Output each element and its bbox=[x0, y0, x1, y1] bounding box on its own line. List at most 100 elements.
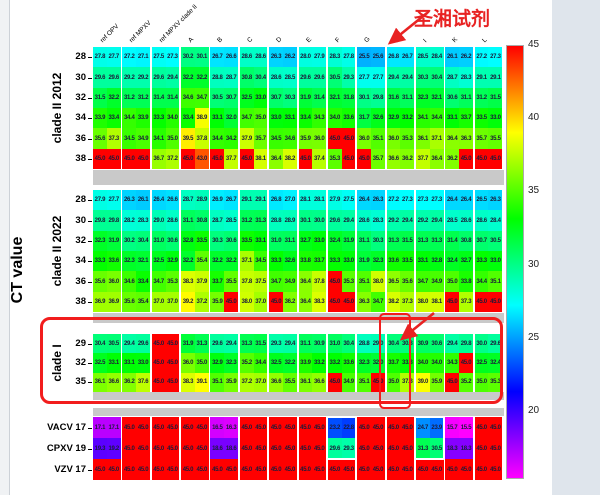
heatmap-cell: 32.4 bbox=[327, 230, 342, 252]
heatmap-cell: 30.5 bbox=[210, 87, 225, 109]
heatmap-cell: 33.1 bbox=[122, 353, 137, 373]
heatmap-cell: 45.0 bbox=[106, 148, 121, 170]
heatmap-cell: 28.8 bbox=[269, 210, 283, 231]
heatmap-cell: 29.6 bbox=[327, 438, 342, 459]
heatmap-cell: 36.4 bbox=[445, 128, 460, 149]
heatmap-cell: 30.1 bbox=[357, 87, 372, 109]
heatmap-cell: 26.1 bbox=[445, 47, 460, 68]
heatmap-cell: 29.8 bbox=[93, 210, 107, 231]
heatmap-cell: 15.5 bbox=[459, 417, 473, 438]
heatmap-cell: 45.0 bbox=[210, 148, 225, 170]
column-header-label: K bbox=[451, 36, 460, 45]
column-header-label: ref MPXV bbox=[128, 19, 154, 45]
column-header: A bbox=[187, 36, 195, 45]
heatmap-cell: 33.3 bbox=[474, 251, 489, 272]
column-header-label: H bbox=[392, 35, 401, 45]
heatmap-cell: 33.2 bbox=[327, 353, 342, 373]
heatmap-cell: 36.9 bbox=[106, 291, 121, 313]
heatmap-cell: 34.0 bbox=[415, 353, 430, 373]
heatmap-cell: 45.0 bbox=[239, 148, 254, 170]
heatmap-cell: 39.5 bbox=[181, 128, 195, 149]
heatmap-cell: 30.1 bbox=[298, 210, 313, 231]
colorbar bbox=[506, 45, 524, 479]
heatmap-cell: 31.7 bbox=[357, 108, 372, 129]
heatmap-cell: 35.4 bbox=[136, 291, 150, 313]
heatmap-cell: 45.0 bbox=[341, 291, 356, 313]
heatmap-cell: 45.0 bbox=[327, 291, 342, 313]
heatmap-cell: 29.8 bbox=[459, 334, 473, 354]
annotation-label: 圣湘试剂 bbox=[414, 9, 491, 30]
heatmap-cell: 36.6 bbox=[269, 372, 283, 392]
heatmap-cell: 35.5 bbox=[224, 271, 239, 292]
heatmap-cell: 29.4 bbox=[445, 334, 460, 354]
heatmap-cell: 32.8 bbox=[181, 230, 195, 252]
column-header: L bbox=[480, 36, 489, 45]
heatmap-cell: 45.0 bbox=[181, 148, 195, 170]
heatmap-cell: 28.6 bbox=[253, 47, 268, 68]
heatmap-cell: 38.0 bbox=[415, 291, 430, 313]
heatmap-cell: 26.3 bbox=[122, 190, 137, 211]
heatmap-cell: 34.5 bbox=[269, 128, 283, 149]
heatmap-cell: 33.3 bbox=[269, 251, 283, 272]
heatmap-cell: 32.5 bbox=[269, 353, 283, 373]
heatmap-cell: 26.6 bbox=[224, 47, 239, 68]
heatmap-cell: 34.0 bbox=[165, 108, 180, 129]
heatmap-cell: 31.8 bbox=[341, 87, 356, 109]
heatmap-cell: 37.8 bbox=[312, 271, 327, 292]
heatmap-cell: 34.9 bbox=[282, 271, 297, 292]
column-header: D bbox=[275, 36, 283, 45]
heatmap-cell: 33.0 bbox=[253, 87, 268, 109]
heatmap-cell: 45.0 bbox=[136, 148, 150, 170]
heatmap-cell: 35.4 bbox=[194, 251, 209, 272]
heatmap-cell: 38.1 bbox=[429, 291, 444, 313]
heatmap-cell: 33.7 bbox=[459, 108, 473, 129]
heatmap-cell: 36.4 bbox=[298, 271, 313, 292]
heatmap-cell: 35.1 bbox=[488, 271, 503, 292]
heatmap-cell: 29.3 bbox=[269, 334, 283, 354]
heatmap-cell: 35.6 bbox=[93, 128, 107, 149]
heatmap-cell: 29.1 bbox=[253, 190, 268, 211]
heatmap-cell: 45.0 bbox=[488, 459, 503, 480]
heatmap-cell: 33.1 bbox=[282, 108, 297, 129]
heatmap-cell: 26.1 bbox=[136, 190, 150, 211]
heatmap-cell: 32.5 bbox=[151, 251, 166, 272]
row-tick-mark bbox=[88, 118, 92, 120]
heatmap-cell: 30.8 bbox=[194, 210, 209, 231]
heatmap-cell: 37.2 bbox=[194, 291, 209, 313]
heatmap-cell: 36.0 bbox=[357, 128, 372, 149]
column-header-label: ref OPV bbox=[99, 22, 121, 45]
heatmap-cell: 33.7 bbox=[386, 353, 401, 373]
heatmap-cell: 37.0 bbox=[165, 291, 180, 313]
heatmap-cell: 35.1 bbox=[357, 271, 372, 292]
heatmap-cell: 28.4 bbox=[488, 210, 503, 231]
heatmap-cell: 37.1 bbox=[239, 251, 254, 272]
row-label: 28 bbox=[75, 51, 86, 63]
heatmap-cell: 45.0 bbox=[253, 417, 268, 438]
heatmap-cell: 33.2 bbox=[400, 108, 415, 129]
row-tick-mark bbox=[88, 281, 92, 283]
heatmap-cell: 31.0 bbox=[151, 230, 166, 252]
heatmap-cell: 45.0 bbox=[488, 148, 503, 170]
heatmap-cell: 30.4 bbox=[341, 334, 356, 354]
heatmap-cell: 30.3 bbox=[415, 67, 430, 88]
heatmap-cell: 33.4 bbox=[136, 271, 150, 292]
heatmap-cell: 34.7 bbox=[371, 291, 385, 313]
heatmap-cell: 27.8 bbox=[93, 47, 107, 68]
heatmap-cell: 28.5 bbox=[282, 67, 297, 88]
heatmap-cell: 45.0 bbox=[445, 372, 460, 392]
heatmap-cell: 35.2 bbox=[239, 353, 254, 373]
heatmap-cell: 45.0 bbox=[165, 438, 180, 459]
heatmap-cell: 32.4 bbox=[488, 353, 503, 373]
heatmap-cell: 45.0 bbox=[194, 417, 209, 438]
heatmap-cell: 45.0 bbox=[106, 459, 121, 480]
heatmap-cell: 32.3 bbox=[122, 251, 137, 272]
row-label: 38 bbox=[75, 152, 86, 164]
heatmap-cell: 32.5 bbox=[93, 353, 107, 373]
heatmap-cell: 32.5 bbox=[474, 353, 489, 373]
heatmap-cell: 27.1 bbox=[136, 47, 150, 68]
heatmap-cell: 45.0 bbox=[194, 459, 209, 480]
heatmap-cell: 31.6 bbox=[386, 87, 401, 109]
column-header-label: L bbox=[480, 36, 489, 45]
heatmap-cell: 29.6 bbox=[327, 210, 342, 231]
heatmap-cell: 29.1 bbox=[239, 190, 254, 211]
